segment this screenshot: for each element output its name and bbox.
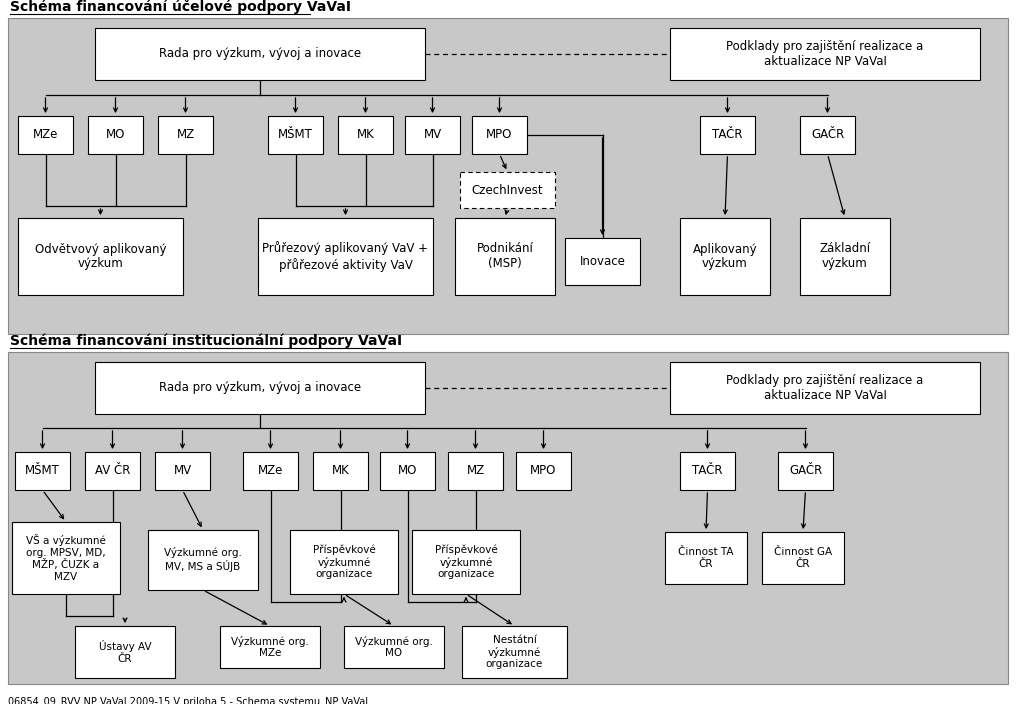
- Text: GAČR: GAČR: [811, 129, 844, 142]
- Bar: [778, 452, 833, 490]
- Bar: [313, 452, 368, 490]
- Text: Schéma financování institucionální podpory VaVaI: Schéma financování institucionální podpo…: [10, 334, 402, 348]
- Bar: [405, 116, 460, 154]
- Bar: [448, 452, 503, 490]
- Text: Příspěvkové
výzkumné
organizace: Příspěvkové výzkumné organizace: [313, 545, 375, 579]
- Bar: [148, 530, 258, 590]
- Text: MK: MK: [357, 129, 374, 142]
- Text: MŠMT: MŠMT: [25, 465, 60, 477]
- Bar: [75, 626, 175, 678]
- Bar: [665, 532, 747, 584]
- Bar: [462, 626, 567, 678]
- Text: Činnost TA
ČR: Činnost TA ČR: [679, 547, 734, 569]
- Text: Nestátní
výzkumné
organizace: Nestátní výzkumné organizace: [486, 635, 544, 670]
- Text: MZ: MZ: [466, 465, 485, 477]
- Text: Výzkumné org.
MV, MS a SÚJB: Výzkumné org. MV, MS a SÚJB: [164, 548, 242, 572]
- Bar: [700, 116, 755, 154]
- Bar: [8, 18, 1008, 334]
- Bar: [158, 116, 213, 154]
- Bar: [670, 362, 980, 414]
- Text: MK: MK: [331, 465, 350, 477]
- Bar: [762, 532, 844, 584]
- Text: Podklady pro zajištění realizace a
aktualizace NP VaVaI: Podklady pro zajištění realizace a aktua…: [726, 374, 924, 402]
- Text: 06854_09_RVV NP VaVaI 2009-15 V priloha 5 - Schema systemu_NP VaVaI: 06854_09_RVV NP VaVaI 2009-15 V priloha …: [8, 696, 368, 704]
- Text: Inovace: Inovace: [579, 255, 626, 268]
- Bar: [290, 530, 398, 594]
- Bar: [344, 626, 444, 668]
- Bar: [472, 116, 527, 154]
- Text: TAČR: TAČR: [712, 129, 743, 142]
- Text: Schéma financování účelové podpory VaVaI: Schéma financování účelové podpory VaVaI: [10, 0, 351, 14]
- Text: CzechInvest: CzechInvest: [471, 184, 544, 196]
- Bar: [88, 116, 143, 154]
- Bar: [412, 530, 520, 594]
- Bar: [670, 28, 980, 80]
- Text: VŠ a výzkumné
org. MPSV, MD,
MŽP, ČUZK a
MZV: VŠ a výzkumné org. MPSV, MD, MŽP, ČUZK a…: [26, 534, 106, 582]
- Bar: [565, 238, 640, 285]
- Bar: [268, 116, 323, 154]
- Text: MŠMT: MŠMT: [278, 129, 313, 142]
- Bar: [155, 452, 210, 490]
- Bar: [380, 452, 435, 490]
- Text: TAČR: TAČR: [692, 465, 722, 477]
- Text: MZe: MZe: [258, 465, 283, 477]
- Text: MZe: MZe: [33, 129, 58, 142]
- Bar: [338, 116, 393, 154]
- Bar: [455, 218, 555, 295]
- Text: MO: MO: [398, 465, 418, 477]
- Text: Příspěvkové
výzkumné
organizace: Příspěvkové výzkumné organizace: [435, 545, 498, 579]
- Text: MZ: MZ: [177, 129, 194, 142]
- Text: GAČR: GAČR: [788, 465, 822, 477]
- Bar: [96, 28, 425, 80]
- Text: MPO: MPO: [530, 465, 557, 477]
- Bar: [680, 218, 770, 295]
- Bar: [243, 452, 298, 490]
- Bar: [800, 116, 855, 154]
- Text: Základní
výzkum: Základní výzkum: [820, 242, 871, 270]
- Bar: [18, 116, 73, 154]
- Text: Ústavy AV
ČR: Ústavy AV ČR: [99, 640, 151, 664]
- Text: Rada pro výzkum, vývoj a inovace: Rada pro výzkum, vývoj a inovace: [158, 47, 361, 61]
- Text: Výzkumné org.
MZe: Výzkumné org. MZe: [231, 636, 309, 658]
- Bar: [85, 452, 140, 490]
- Text: Aplikovaný
výzkum: Aplikovaný výzkum: [693, 242, 757, 270]
- Text: Odvětvový aplikovaný
výzkum: Odvětvový aplikovaný výzkum: [35, 242, 167, 270]
- Bar: [258, 218, 433, 295]
- Text: Podklady pro zajištění realizace a
aktualizace NP VaVaI: Podklady pro zajištění realizace a aktua…: [726, 40, 924, 68]
- Bar: [220, 626, 320, 668]
- Text: MV: MV: [424, 129, 442, 142]
- Text: Průřezový aplikovaný VaV +
přůřezové aktivity VaV: Průřezový aplikovaný VaV + přůřezové akt…: [262, 241, 429, 272]
- Text: Rada pro výzkum, vývoj a inovace: Rada pro výzkum, vývoj a inovace: [158, 382, 361, 394]
- Bar: [800, 218, 890, 295]
- Text: AV ČR: AV ČR: [94, 465, 130, 477]
- Bar: [96, 362, 425, 414]
- Bar: [12, 522, 120, 594]
- Text: MV: MV: [174, 465, 192, 477]
- Bar: [680, 452, 735, 490]
- Bar: [516, 452, 571, 490]
- Text: MO: MO: [106, 129, 125, 142]
- Bar: [15, 452, 70, 490]
- Bar: [8, 352, 1008, 684]
- Text: MPO: MPO: [487, 129, 513, 142]
- Text: Činnost GA
ČR: Činnost GA ČR: [774, 547, 832, 569]
- Bar: [460, 172, 555, 208]
- Text: Podnikání
(MSP): Podnikání (MSP): [477, 242, 533, 270]
- Bar: [18, 218, 183, 295]
- Text: Výzkumné org.
MO: Výzkumné org. MO: [355, 636, 433, 658]
